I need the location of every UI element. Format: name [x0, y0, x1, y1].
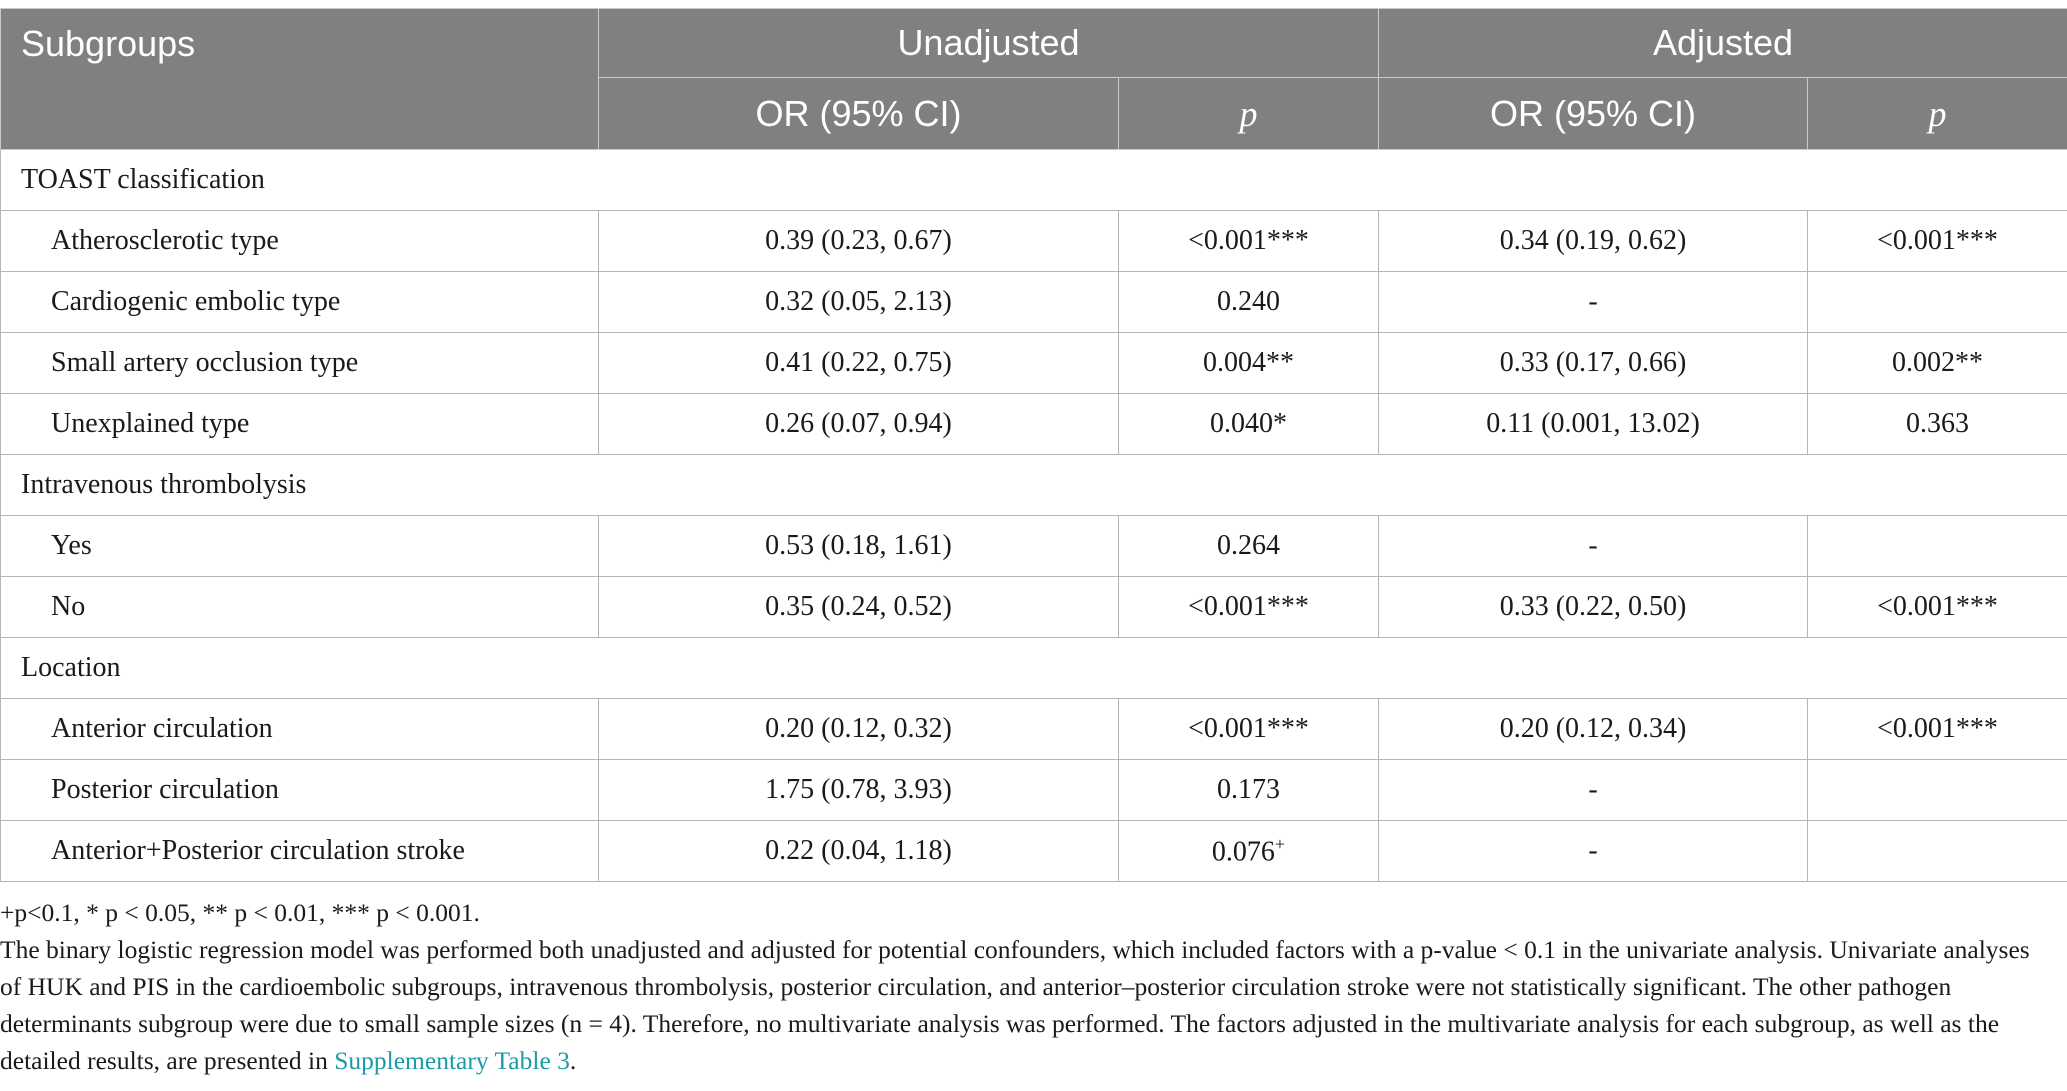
row-label: No — [0, 576, 599, 638]
header-subgroups: Subgroups — [0, 8, 599, 150]
row-label: Small artery occlusion type — [0, 332, 599, 394]
unadjusted-p: 0.076 — [1211, 836, 1275, 868]
section-title: TOAST classification — [0, 149, 2067, 211]
adjusted-p: 0.002** — [1807, 332, 2067, 394]
adjusted-or: 0.33 (0.22, 0.50) — [1378, 576, 1809, 638]
adjusted-or: - — [1378, 515, 1809, 577]
section-title: Intravenous thrombolysis — [0, 454, 2067, 516]
adjusted-p — [1807, 271, 2067, 333]
row-label: Yes — [0, 515, 599, 577]
header-adjusted-p: p — [1807, 77, 2067, 150]
section-title: Location — [0, 637, 2067, 699]
unadjusted-p: 0.173 — [1117, 759, 1380, 821]
description-text: The binary logistic regression model was… — [0, 935, 2030, 1075]
table-row: Posterior circulation 1.75 (0.78, 3.93) 0.… — [0, 759, 2067, 821]
unadjusted-or: 0.35 (0.24, 0.52) — [598, 576, 1119, 638]
unadjusted-or: 0.32 (0.05, 2.13) — [598, 271, 1119, 333]
table-row: Unexplained type 0.26 (0.07, 0.94) 0.040* 0… — [0, 393, 2067, 455]
unadjusted-p: 0.004** — [1117, 332, 1380, 394]
unadjusted-or: 1.75 (0.78, 3.93) — [598, 759, 1119, 821]
unadjusted-or: 0.53 (0.18, 1.61) — [598, 515, 1119, 577]
row-label: Atherosclerotic type — [0, 210, 599, 272]
adjusted-p: <0.001*** — [1807, 576, 2067, 638]
adjusted-or: - — [1378, 759, 1809, 821]
unadjusted-p: <0.001*** — [1117, 210, 1380, 272]
section-row: TOAST classification — [0, 149, 2067, 211]
adjusted-p — [1807, 820, 2067, 882]
header-unadjusted-p: p — [1117, 77, 1380, 150]
section-row: Intravenous thrombolysis — [0, 454, 2067, 516]
table-row: Small artery occlusion type 0.41 (0.22, 0… — [0, 332, 2067, 394]
table-row: No 0.35 (0.24, 0.52) <0.001*** 0.33 (0.22, … — [0, 576, 2067, 638]
table-row: Cardiogenic embolic type 0.32 (0.05, 2.13… — [0, 271, 2067, 333]
significance-marker: + — [1274, 833, 1286, 854]
unadjusted-or: 0.41 (0.22, 0.75) — [598, 332, 1119, 394]
unadjusted-p: <0.001*** — [1117, 698, 1380, 760]
row-label: Anterior+Posterior circulation stroke — [0, 820, 599, 882]
row-label: Posterior circulation — [0, 759, 599, 821]
header-adjusted-or: OR (95% CI) — [1378, 77, 1809, 150]
header-adjusted: Adjusted — [1378, 8, 2067, 78]
unadjusted-or: 0.22 (0.04, 1.18) — [598, 820, 1119, 882]
adjusted-or: - — [1378, 820, 1809, 882]
row-label: Unexplained type — [0, 393, 599, 455]
table-row: Anterior circulation 0.20 (0.12, 0.32) <0.… — [0, 698, 2067, 760]
section-row: Location — [0, 637, 2067, 699]
row-label: Anterior circulation — [0, 698, 599, 760]
unadjusted-p-cell: 0.076+ — [1117, 820, 1380, 882]
header-unadjusted: Unadjusted — [597, 8, 1380, 78]
results-table-container: Subgroups Unadjusted Adjusted OR (95% CI… — [0, 8, 2067, 882]
row-label: Cardiogenic embolic type — [0, 271, 599, 333]
adjusted-p: 0.363 — [1807, 393, 2067, 455]
table-footnotes: +p<0.1, * p < 0.05, ** p < 0.01, *** p <… — [0, 894, 2040, 1079]
adjusted-p — [1807, 759, 2067, 821]
adjusted-or: 0.11 (0.001, 13.02) — [1378, 393, 1809, 455]
table-body: TOAST classification Atherosclerotic typ… — [0, 149, 2067, 882]
unadjusted-or: 0.26 (0.07, 0.94) — [598, 393, 1119, 455]
table-row: Yes 0.53 (0.18, 1.61) 0.264- — [0, 515, 2067, 577]
unadjusted-p: 0.040* — [1117, 393, 1380, 455]
adjusted-or: - — [1378, 271, 1809, 333]
unadjusted-or: 0.39 (0.23, 0.67) — [598, 210, 1119, 272]
table-header: Subgroups Unadjusted Adjusted OR (95% CI… — [0, 8, 2067, 150]
adjusted-p: <0.001*** — [1807, 698, 2067, 760]
unadjusted-or: 0.20 (0.12, 0.32) — [598, 698, 1119, 760]
footnote-end: . — [569, 1046, 577, 1075]
table-row: Atherosclerotic type 0.39 (0.23, 0.67) <0.… — [0, 210, 2067, 272]
description-footnote: The binary logistic regression model was… — [0, 931, 2040, 1079]
subgroup-regression-table: Subgroups Unadjusted Adjusted OR (95% CI… — [0, 8, 2067, 882]
unadjusted-p: <0.001*** — [1117, 576, 1380, 638]
adjusted-p: <0.001*** — [1807, 210, 2067, 272]
unadjusted-p: 0.264 — [1117, 515, 1380, 577]
adjusted-or: 0.33 (0.17, 0.66) — [1378, 332, 1809, 394]
significance-footnote: +p<0.1, * p < 0.05, ** p < 0.01, *** p <… — [0, 898, 480, 927]
table-row: Anterior+Posterior circulation stroke 0.2… — [0, 820, 2067, 882]
adjusted-or: 0.20 (0.12, 0.34) — [1378, 698, 1809, 760]
unadjusted-p: 0.240 — [1117, 271, 1380, 333]
supplementary-table-link[interactable]: Supplementary Table 3 — [334, 1046, 570, 1075]
adjusted-p — [1807, 515, 2067, 577]
header-unadjusted-or: OR (95% CI) — [598, 77, 1119, 150]
adjusted-or: 0.34 (0.19, 0.62) — [1378, 210, 1809, 272]
